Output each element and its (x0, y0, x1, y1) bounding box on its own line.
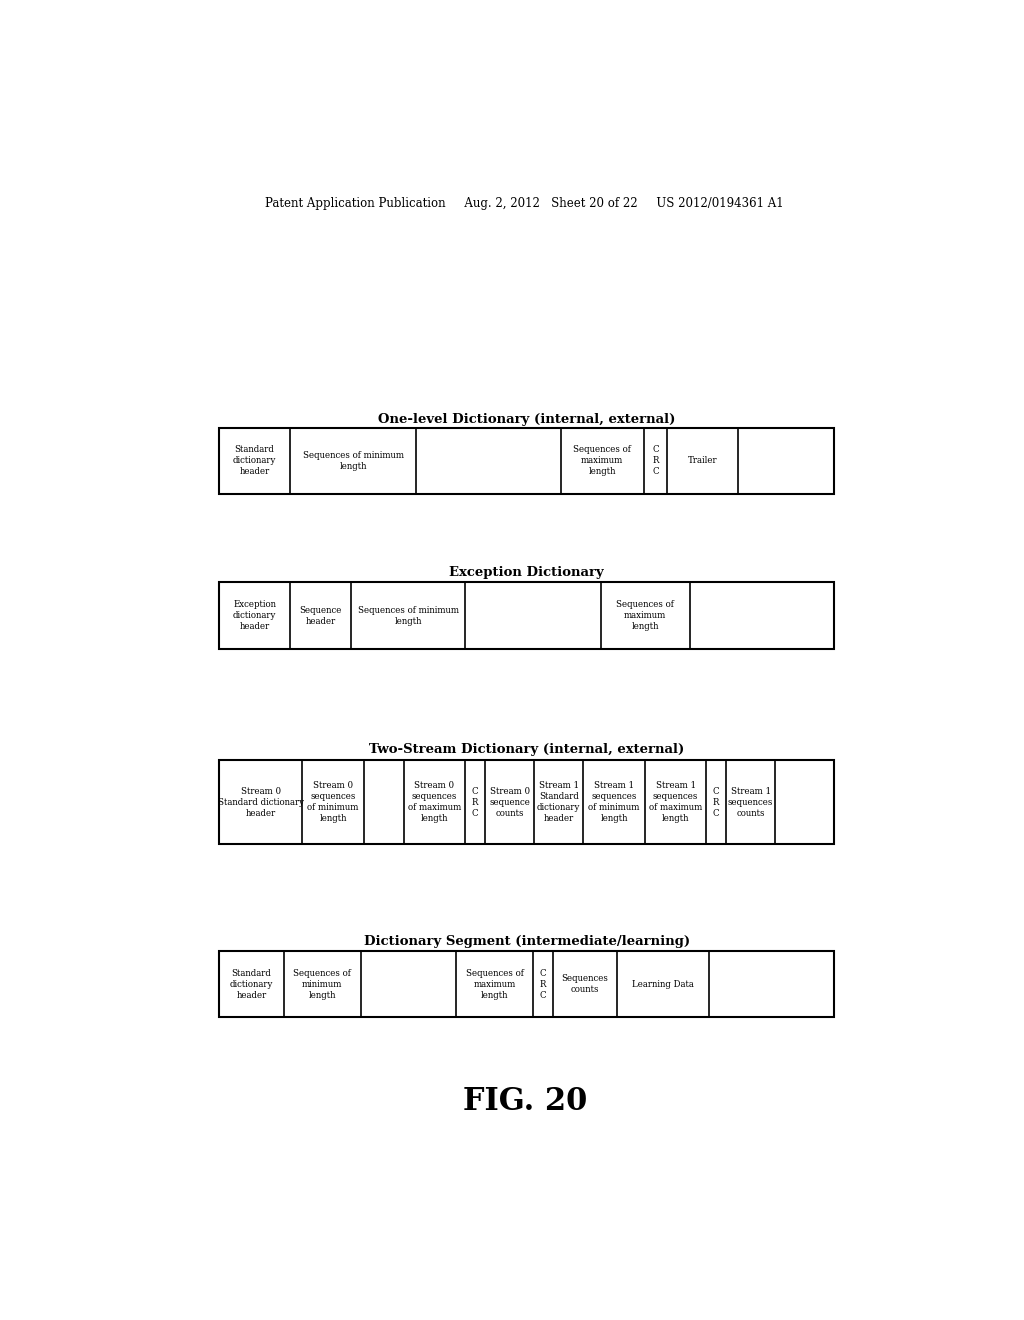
Text: Sequences of
maximum
length: Sequences of maximum length (466, 969, 523, 999)
Text: Exception Dictionary: Exception Dictionary (450, 565, 604, 578)
Text: Standard
dictionary
header: Standard dictionary header (229, 969, 273, 999)
Text: Sequences of minimum
length: Sequences of minimum length (302, 450, 403, 471)
Bar (219, 760, 835, 845)
Text: Stream 1
Standard
dictionary
header: Stream 1 Standard dictionary header (537, 781, 581, 824)
Text: Sequence
header: Sequence header (300, 606, 342, 626)
Text: Stream 0
Standard dictionary
header: Stream 0 Standard dictionary header (218, 787, 304, 818)
Text: Sequences of minimum
length: Sequences of minimum length (358, 606, 459, 626)
Text: Two-Stream Dictionary (internal, external): Two-Stream Dictionary (internal, externa… (370, 743, 684, 756)
Text: C
R
C: C R C (540, 969, 546, 999)
Text: C
R
C: C R C (713, 787, 720, 818)
Text: FIG. 20: FIG. 20 (463, 1086, 587, 1117)
Text: Stream 0
sequence
counts: Stream 0 sequence counts (489, 787, 530, 818)
Bar (219, 582, 835, 649)
Text: Stream 1
sequences
counts: Stream 1 sequences counts (728, 787, 773, 818)
Text: Stream 0
sequences
of minimum
length: Stream 0 sequences of minimum length (307, 781, 358, 824)
Text: Stream 1
sequences
of minimum
length: Stream 1 sequences of minimum length (589, 781, 640, 824)
Text: Patent Application Publication     Aug. 2, 2012   Sheet 20 of 22     US 2012/019: Patent Application Publication Aug. 2, 2… (265, 197, 784, 210)
Text: C
R
C: C R C (652, 445, 658, 477)
Text: Sequences of
maximum
length: Sequences of maximum length (573, 445, 631, 477)
Text: Sequences of
minimum
length: Sequences of minimum length (293, 969, 351, 999)
Bar (219, 952, 835, 1018)
Text: Stream 1
sequences
of maximum
length: Stream 1 sequences of maximum length (649, 781, 702, 824)
Text: Sequences
counts: Sequences counts (561, 974, 608, 994)
Text: One-level Dictionary (internal, external): One-level Dictionary (internal, external… (378, 413, 676, 426)
Text: Exception
dictionary
header: Exception dictionary header (232, 601, 276, 631)
Bar (219, 428, 835, 494)
Text: Trailer: Trailer (687, 457, 717, 465)
Text: Stream 0
sequences
of maximum
length: Stream 0 sequences of maximum length (408, 781, 461, 824)
Text: Learning Data: Learning Data (633, 979, 694, 989)
Text: Sequences of
maximum
length: Sequences of maximum length (616, 601, 674, 631)
Text: Standard
dictionary
header: Standard dictionary header (232, 445, 276, 477)
Text: C
R
C: C R C (472, 787, 478, 818)
Text: Dictionary Segment (intermediate/learning): Dictionary Segment (intermediate/learnin… (364, 935, 690, 948)
